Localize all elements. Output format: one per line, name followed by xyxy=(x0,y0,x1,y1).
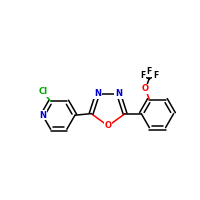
Text: F: F xyxy=(140,71,145,80)
Text: N: N xyxy=(94,89,101,98)
Text: Cl: Cl xyxy=(38,87,47,96)
Text: N: N xyxy=(115,89,122,98)
Text: F: F xyxy=(153,71,158,80)
Text: O: O xyxy=(105,121,112,130)
Text: O: O xyxy=(142,84,149,93)
Text: N: N xyxy=(39,111,46,120)
Text: F: F xyxy=(146,67,152,76)
